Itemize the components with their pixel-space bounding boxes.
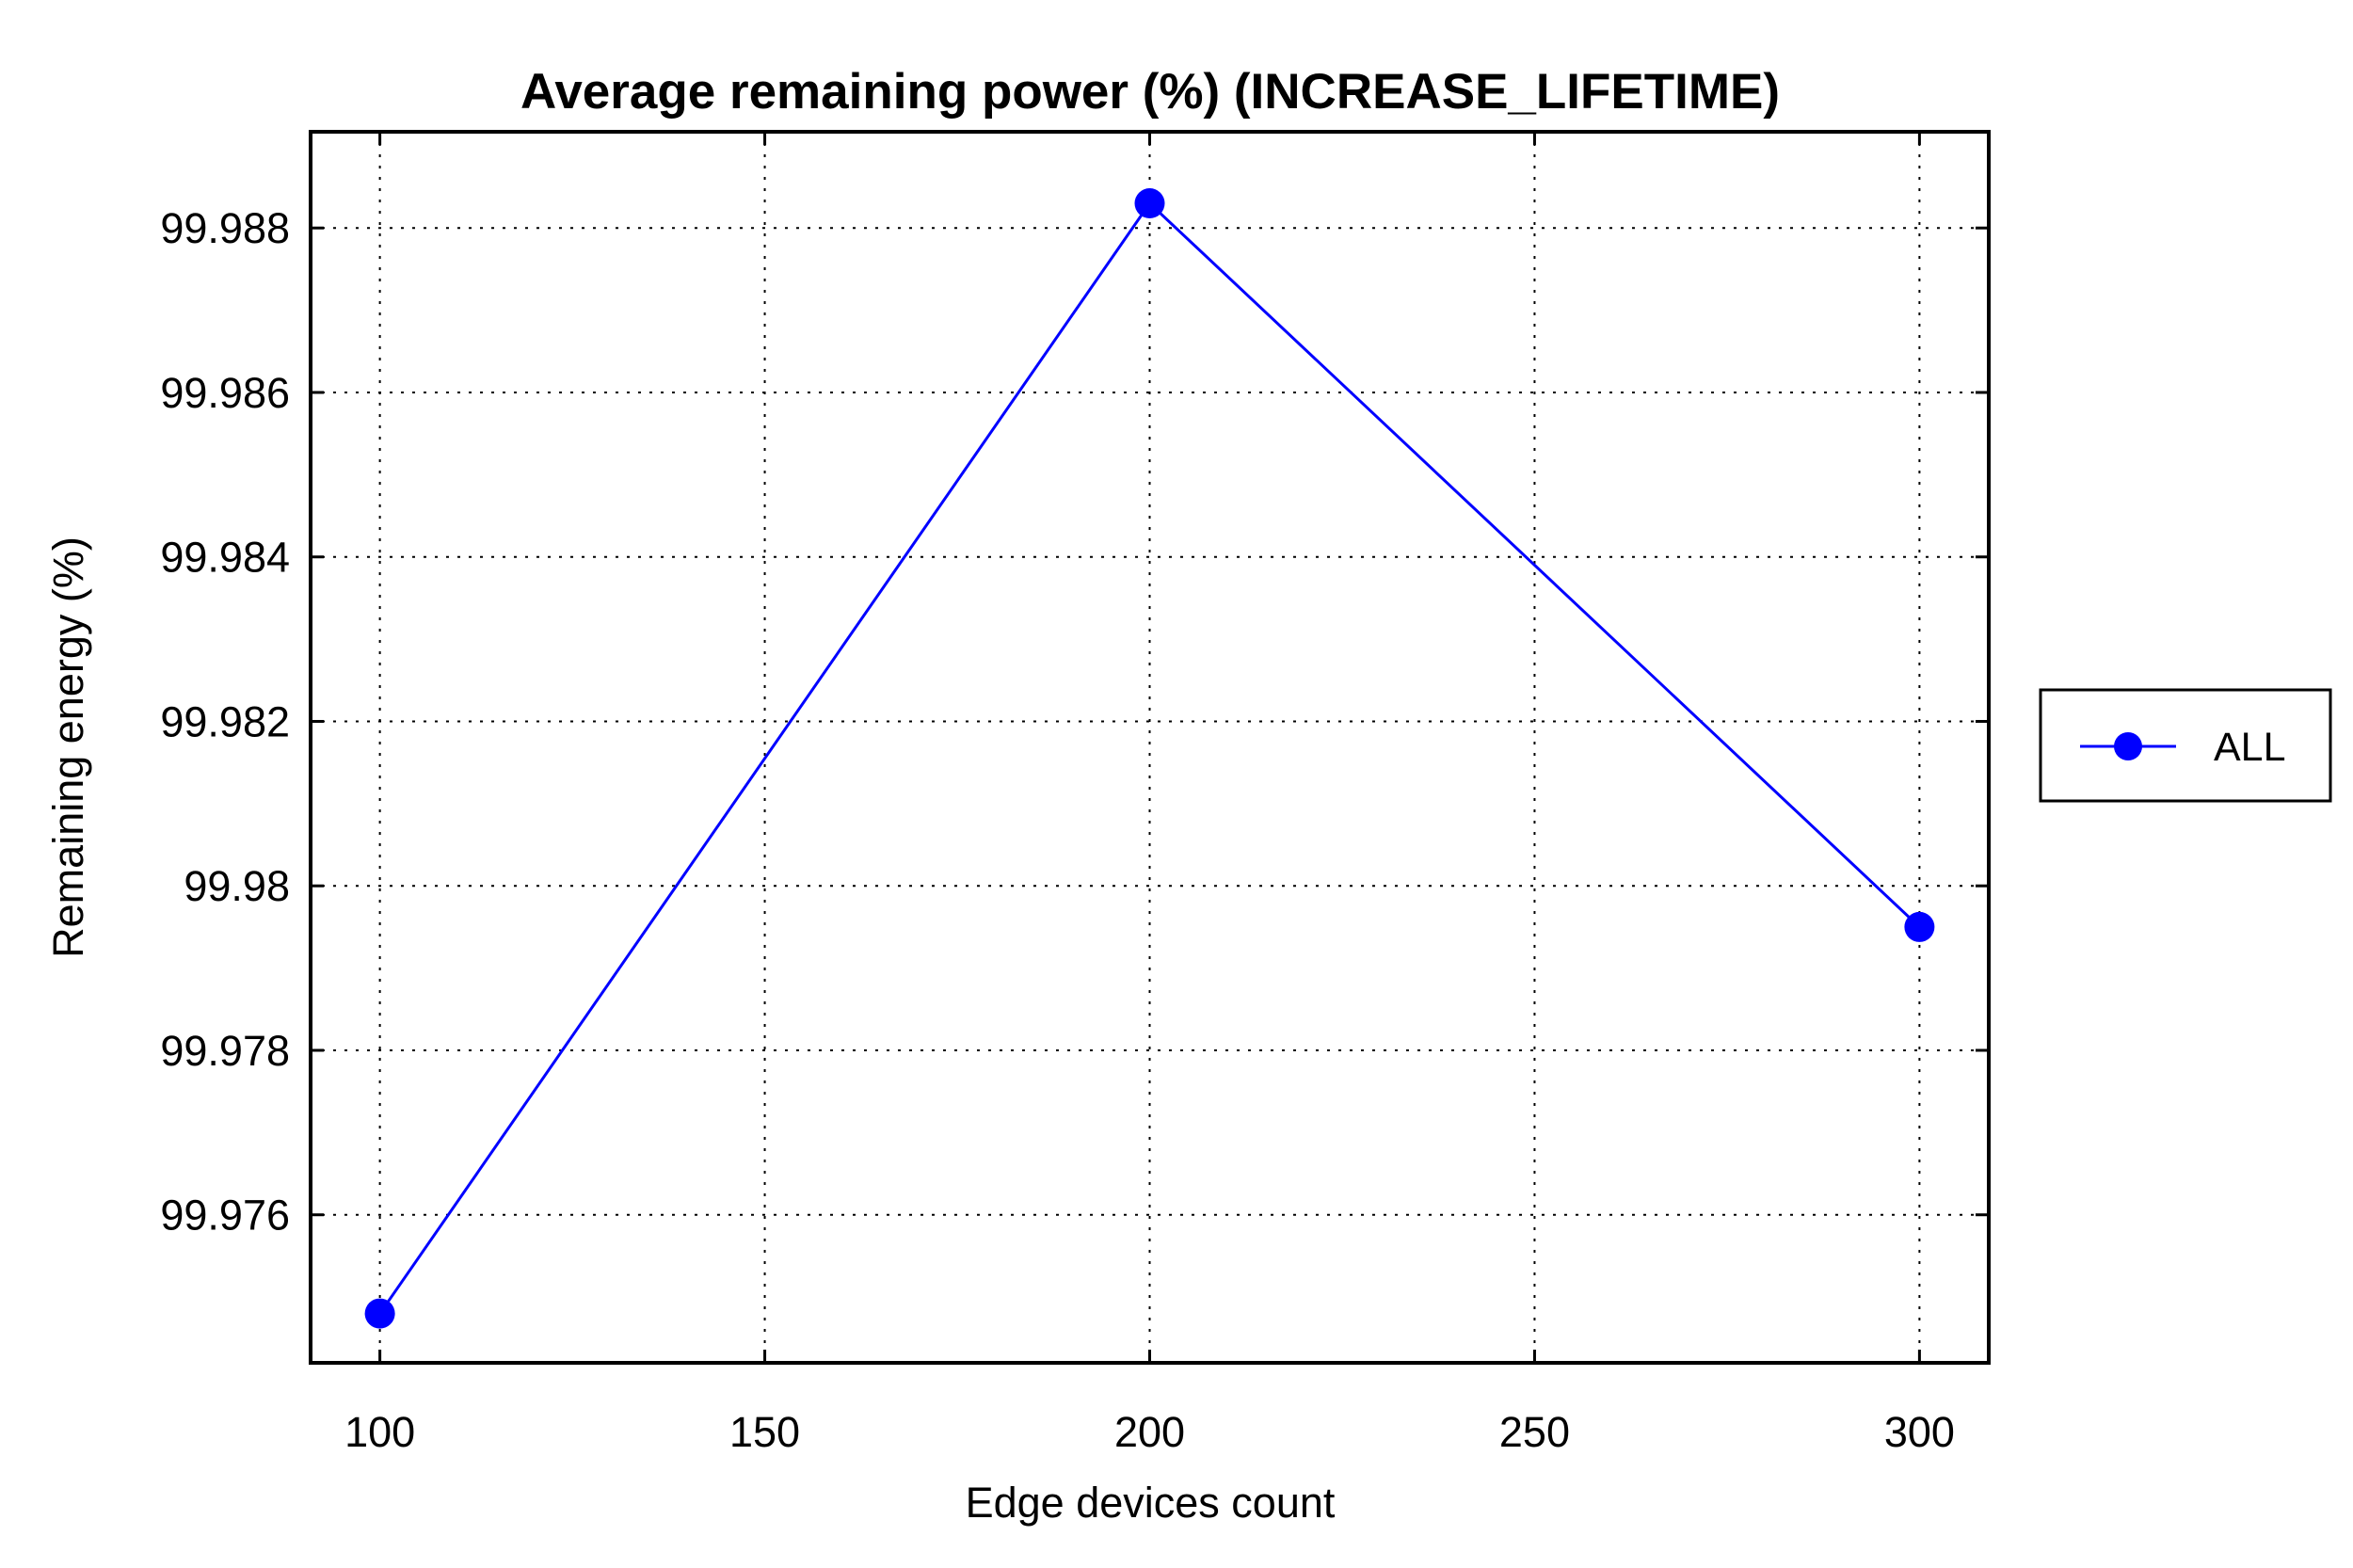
y-tick-label: 99.98	[184, 862, 290, 910]
legend: ALL	[2039, 688, 2332, 803]
data-point	[1904, 911, 1935, 942]
x-axis-label: Edge devices count	[966, 1479, 1336, 1527]
y-tick-label: 99.978	[160, 1027, 290, 1075]
data-point	[364, 1298, 395, 1329]
chart-title: Average remaining power (%) (INCREASE_LI…	[520, 64, 1780, 120]
y-tick-label: 99.984	[160, 534, 290, 582]
x-tick-label: 200	[1114, 1408, 1185, 1456]
y-tick-label: 99.982	[160, 697, 290, 745]
data-point	[1134, 188, 1165, 219]
y-tick-label: 99.986	[160, 369, 290, 417]
x-tick-label: 250	[1499, 1408, 1570, 1456]
y-axis-label: Remaining energy (%)	[44, 536, 92, 958]
x-tick-label: 300	[1884, 1408, 1955, 1456]
legend-marker	[2114, 732, 2142, 760]
y-tick-label: 99.976	[160, 1192, 290, 1240]
y-tick-label: 99.988	[160, 204, 290, 252]
grid	[311, 132, 1989, 1363]
x-tick-label: 150	[729, 1408, 800, 1456]
plot-frame	[309, 130, 1991, 1365]
axis-ticks: 100 150 200 250 300 99.976 99.978 99.98 99.982 99…	[160, 132, 1989, 1456]
x-tick-label: 100	[344, 1408, 415, 1456]
series-layer	[364, 188, 1935, 1329]
legend-label: ALL	[2214, 725, 2286, 770]
